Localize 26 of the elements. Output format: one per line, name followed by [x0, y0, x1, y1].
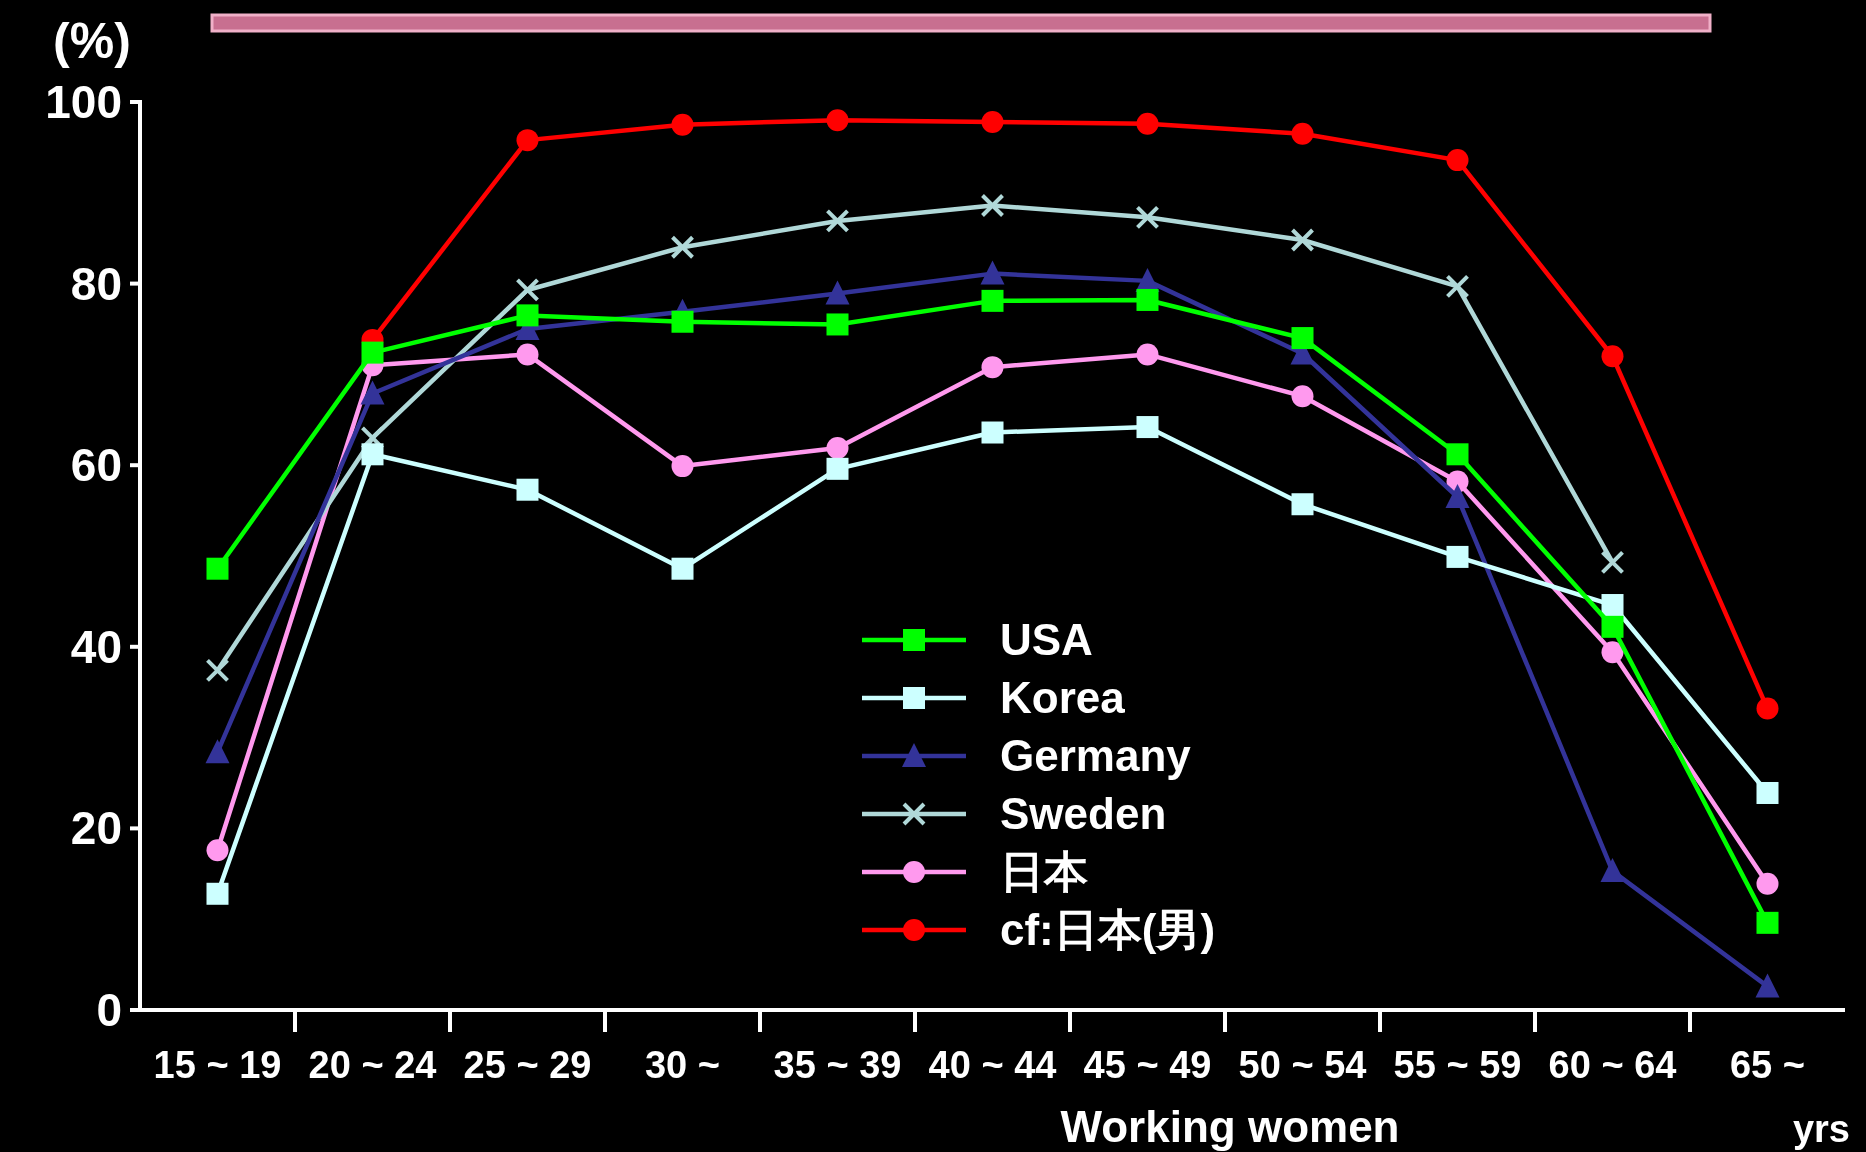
legend-label: USA	[1000, 615, 1093, 664]
y-tick-label: 0	[96, 984, 122, 1036]
x-tick-label: 50 ~ 54	[1238, 1044, 1367, 1086]
x-axis-title: Working women	[1060, 1102, 1400, 1151]
text: yrs	[1792, 1108, 1850, 1150]
legend-label: cf:日本(男)	[1000, 905, 1216, 954]
x-tick-label: 15 ~ 19	[153, 1044, 282, 1086]
y-axis-title: (%)	[53, 13, 131, 69]
x-tick-label: 20 ~ 24	[308, 1044, 437, 1086]
y-tick-label: 80	[70, 257, 122, 310]
x-tick-label: 40 ~ 44	[928, 1044, 1057, 1086]
y-tick-label: 20	[70, 802, 122, 855]
x-tick-label: 35 ~ 39	[773, 1044, 902, 1086]
legend-label: Germany	[1000, 731, 1192, 780]
x-tick-label: 60 ~ 64	[1548, 1044, 1677, 1086]
y-tick-label: 40	[70, 620, 122, 673]
legend-label: 日本	[1000, 847, 1088, 896]
legend-label: Sweden	[1000, 789, 1167, 838]
y-tick-label: 100	[45, 76, 122, 128]
x-tick-label: 45 ~ 49	[1083, 1044, 1212, 1086]
x-tick-label: 25 ~ 29	[463, 1044, 592, 1086]
y-tick-label: 60	[70, 439, 122, 492]
x-tick-label: 55 ~ 59	[1393, 1044, 1522, 1086]
x-tick-label: 30 ~	[644, 1044, 721, 1086]
x-tick-label: 65 ~	[1729, 1044, 1806, 1086]
legend-label: Korea	[1000, 673, 1126, 722]
